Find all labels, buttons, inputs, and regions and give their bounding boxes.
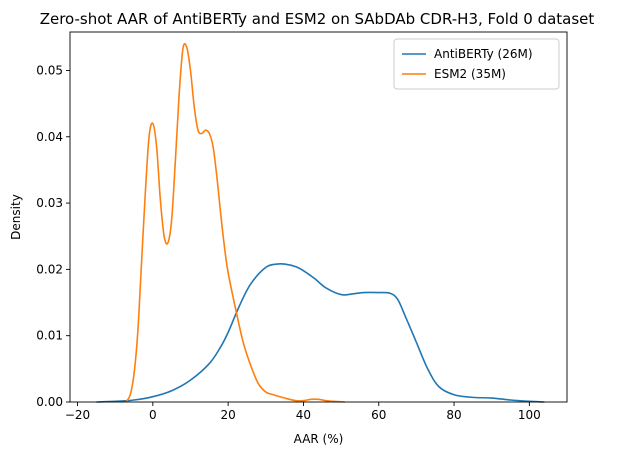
x-tick-label: 80 [446,408,461,422]
series-line-esm2 [125,42,345,403]
x-tick-label: 60 [371,408,386,422]
legend: AntiBERTy (26M) ESM2 (35M) [393,38,560,90]
y-axis-label: Density [9,194,23,240]
x-axis-label: AAR (%) [294,432,344,446]
x-tick-label: 20 [220,408,235,422]
y-axis: 0.00 0.01 0.02 0.03 0.04 0.05 [36,63,70,409]
plot-area [96,42,545,403]
x-tick-label: 0 [149,408,157,422]
y-tick-label: 0.00 [36,395,63,409]
chart-title: Zero-shot AAR of AntiBERTy and ESM2 on S… [40,10,595,28]
y-tick-label: 0.03 [36,196,63,210]
legend-label-esm2: ESM2 (35M) [434,67,506,81]
legend-label-antiberty: AntiBERTy (26M) [434,47,533,61]
series-line-antiberty [96,262,545,403]
x-axis: −20 0 20 40 60 80 100 [65,402,541,422]
x-tick-label: −20 [65,408,90,422]
x-tick-label: 40 [296,408,311,422]
y-tick-label: 0.01 [36,329,63,343]
y-tick-label: 0.02 [36,262,63,276]
y-tick-label: 0.05 [36,63,63,77]
y-tick-label: 0.04 [36,130,63,144]
legend-box [393,38,560,90]
x-tick-label: 100 [518,408,541,422]
plot-frame [69,31,568,403]
